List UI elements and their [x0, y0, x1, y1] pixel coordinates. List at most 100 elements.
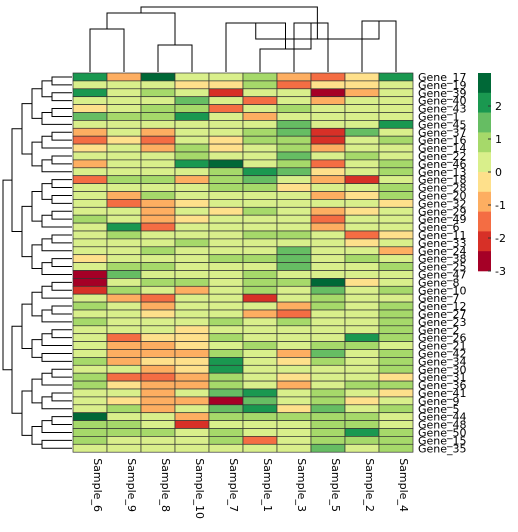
- heatmap-cell: [174, 301, 210, 311]
- heatmap-cell: [208, 80, 244, 90]
- heatmap-cell: [208, 104, 244, 113]
- heatmap-cell: [310, 301, 346, 311]
- dendrogram-branch: [41, 333, 72, 347]
- dendrogram-branch: [51, 258, 72, 268]
- dendrogram-branch: [51, 210, 72, 220]
- heatmap-cell: [310, 230, 346, 240]
- heatmap-cell: [242, 206, 278, 216]
- legend-tick-label: 1: [495, 133, 502, 146]
- heatmap-cell: [72, 183, 108, 192]
- heatmap-cell: [378, 246, 414, 256]
- row-label: Gene_39: [418, 87, 467, 100]
- dendrogram-branch: [41, 285, 72, 299]
- heatmap-cell: [174, 285, 210, 295]
- heatmap-cell: [140, 317, 176, 327]
- heatmap-cell: [344, 372, 380, 382]
- heatmap-cell: [72, 112, 108, 121]
- dendrogram-branch: [31, 244, 42, 270]
- heatmap-cell: [174, 151, 210, 161]
- heatmap-cell: [344, 104, 380, 113]
- legend-tick-label: 0: [495, 166, 502, 179]
- heatmap-cell: [174, 246, 210, 256]
- heatmap-cell: [276, 254, 312, 263]
- heatmap-cell: [140, 349, 176, 358]
- heatmap-cell: [276, 72, 312, 82]
- heatmap-cell: [378, 167, 414, 177]
- dendrogram-branch: [31, 378, 42, 404]
- heatmap-cell: [242, 246, 278, 256]
- heatmap-cell: [174, 222, 210, 232]
- heatmap-cell: [72, 72, 108, 82]
- heatmap-cell: [344, 151, 380, 161]
- legend-swatch: [478, 132, 491, 153]
- heatmap-cell: [208, 214, 244, 224]
- heatmap-cell: [208, 396, 244, 406]
- heatmap-cell: [276, 127, 312, 137]
- heatmap-cell: [310, 175, 346, 184]
- heatmap-cell: [344, 80, 380, 90]
- heatmap-cell: [174, 88, 210, 98]
- heatmap-cell: [140, 246, 176, 256]
- heatmap-cell: [106, 262, 142, 271]
- heatmap-cell: [174, 341, 210, 350]
- heatmap-cell: [140, 333, 176, 342]
- column-label: Sample_6: [91, 458, 104, 512]
- heatmap-cell: [276, 436, 312, 445]
- heatmap-cell: [378, 341, 414, 350]
- row-label: Gene_43: [418, 103, 467, 116]
- heatmap-cell: [140, 372, 176, 382]
- heatmap-cell: [174, 278, 210, 287]
- heatmap-cell: [344, 246, 380, 256]
- heatmap-cell: [106, 151, 142, 161]
- heatmap-cell: [174, 159, 210, 169]
- heatmap-cell: [242, 262, 278, 271]
- heatmap-cell: [378, 270, 414, 279]
- heatmap-cell: [276, 270, 312, 279]
- dendrogram-branch: [31, 291, 42, 317]
- heatmap-cell: [310, 285, 346, 295]
- heatmap-cell: [242, 412, 278, 421]
- heatmap-cell: [242, 270, 278, 279]
- heatmap-cell: [378, 214, 414, 224]
- heatmap-cell: [208, 199, 244, 208]
- heatmap-cell: [242, 199, 278, 208]
- heatmap-cell: [174, 230, 210, 240]
- row-label: Gene_5: [418, 403, 460, 416]
- dendrogram-branch: [51, 76, 72, 86]
- heatmap-cell: [344, 341, 380, 350]
- heatmap-cell: [344, 396, 380, 406]
- heatmap-cell: [378, 222, 414, 232]
- heatmap-cell: [242, 301, 278, 311]
- row-label: Gene_36: [418, 379, 467, 392]
- heatmap-cell: [310, 88, 346, 98]
- heatmap-cell: [310, 191, 346, 200]
- heatmap-cell: [140, 199, 176, 208]
- row-label: Gene_50: [418, 426, 467, 439]
- heatmap-cell: [72, 325, 108, 335]
- heatmap-cell: [378, 127, 414, 137]
- heatmap-cell: [208, 72, 244, 82]
- heatmap-cell: [174, 364, 210, 374]
- heatmap-cell: [106, 270, 142, 279]
- column-label: Sample_9: [125, 458, 138, 512]
- heatmap-cell: [242, 428, 278, 437]
- heatmap-cell: [174, 412, 210, 421]
- heatmap-cell: [378, 88, 414, 98]
- heatmap-cell: [72, 143, 108, 153]
- heatmap-cell: [310, 412, 346, 421]
- heatmap-cell: [174, 199, 210, 208]
- heatmap-cell: [276, 293, 312, 303]
- heatmap-cell: [276, 428, 312, 437]
- heatmap-cell: [344, 96, 380, 105]
- heatmap-cell: [378, 285, 414, 295]
- heatmap-cell: [344, 317, 380, 327]
- heatmap-cell: [344, 428, 380, 437]
- row-label: Gene_11: [418, 229, 467, 242]
- heatmap-cell: [72, 333, 108, 342]
- row-label: Gene_15: [418, 434, 467, 447]
- heatmap-cell: [378, 412, 414, 421]
- heatmap-cell: [344, 199, 380, 208]
- heatmap-cell: [344, 191, 380, 200]
- heatmap-cell: [140, 357, 176, 366]
- dendrogram-branch: [41, 80, 52, 98]
